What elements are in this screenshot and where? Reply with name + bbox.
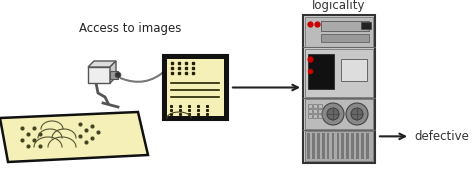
Bar (313, 104, 317, 108)
Bar (308, 54, 334, 89)
Bar (361, 133, 364, 159)
Bar (110, 71, 118, 79)
Bar (167, 59, 224, 116)
Bar (308, 109, 312, 113)
Bar (308, 114, 312, 118)
Circle shape (346, 103, 368, 125)
Bar (356, 133, 359, 159)
Bar (332, 133, 334, 159)
Circle shape (115, 72, 121, 78)
Bar (321, 34, 369, 42)
Bar (337, 133, 339, 159)
Bar (318, 114, 322, 118)
Circle shape (327, 108, 339, 120)
Bar (305, 17, 373, 47)
Circle shape (351, 108, 363, 120)
Bar (163, 55, 228, 120)
Text: logicality: logicality (312, 0, 366, 12)
Bar (305, 131, 373, 161)
Bar (341, 59, 367, 81)
Bar (312, 133, 315, 159)
Bar (322, 133, 325, 159)
Bar (317, 133, 319, 159)
Circle shape (322, 103, 344, 125)
Bar (313, 109, 317, 113)
Polygon shape (88, 61, 116, 67)
Bar (307, 133, 310, 159)
Bar (305, 49, 373, 97)
Text: Access to images: Access to images (79, 22, 181, 35)
Bar (318, 104, 322, 108)
Bar (327, 133, 329, 159)
Bar (308, 104, 312, 108)
Bar (318, 109, 322, 113)
Bar (361, 22, 371, 29)
Bar (346, 133, 349, 159)
Text: defective: defective (414, 130, 469, 143)
Polygon shape (88, 67, 110, 83)
Bar (303, 15, 375, 163)
Polygon shape (0, 112, 148, 162)
Bar (366, 133, 369, 159)
Bar (321, 21, 369, 31)
Polygon shape (110, 61, 116, 83)
Bar (341, 133, 344, 159)
Bar (313, 114, 317, 118)
Bar (351, 133, 354, 159)
Bar (305, 99, 373, 129)
